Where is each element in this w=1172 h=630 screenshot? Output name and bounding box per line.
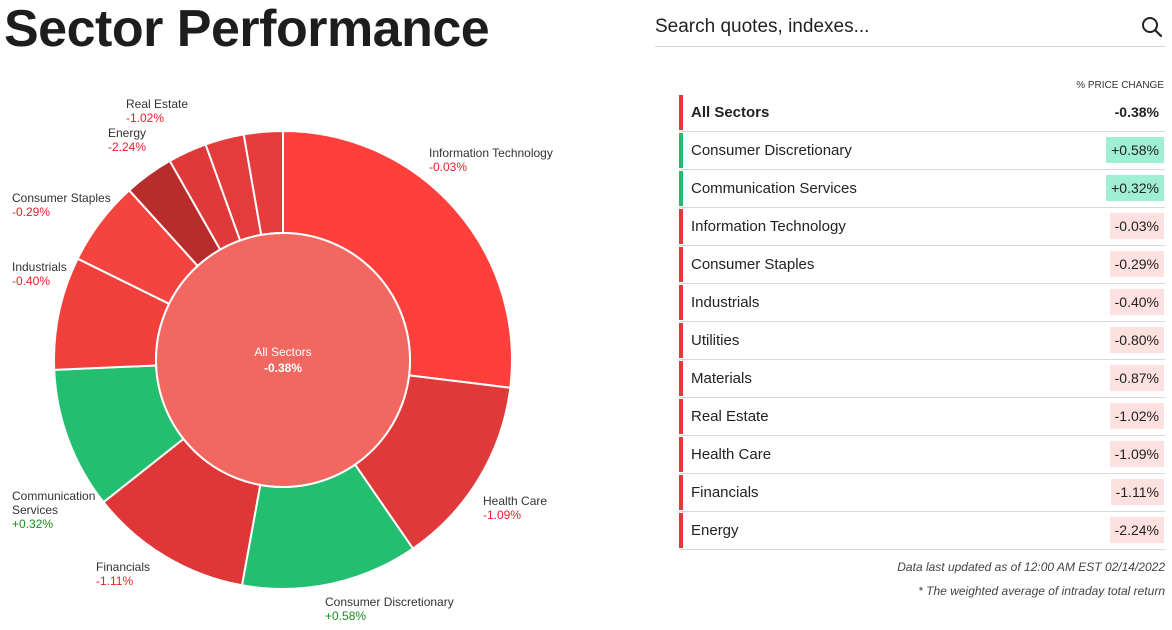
slice-label: Information Technology -0.03% (429, 146, 553, 174)
row-color-bar (679, 133, 683, 168)
sector-change: -0.87% (1109, 365, 1164, 391)
sector-name: Consumer Discretionary (691, 142, 852, 159)
table-row[interactable]: Financials -1.11% (679, 474, 1165, 512)
sector-change: -1.09% (1109, 441, 1164, 467)
table-row[interactable]: Health Care -1.09% (679, 436, 1165, 474)
row-color-bar (679, 171, 683, 206)
table-row[interactable]: Consumer Staples -0.29% (679, 246, 1165, 284)
search-bar (655, 8, 1165, 47)
table-row[interactable]: Consumer Discretionary +0.58% (679, 132, 1165, 170)
sector-change: -0.80% (1109, 327, 1164, 353)
table-row[interactable]: Energy -2.24% (679, 512, 1165, 550)
slice-value-label: -2.24% (108, 140, 146, 154)
sector-name: Financials (691, 484, 759, 501)
footnote-text: * The weighted average of intraday total… (918, 584, 1165, 598)
sector-name: Energy (691, 522, 739, 539)
sector-change: -0.03% (1109, 213, 1164, 239)
center-all-sectors[interactable] (155, 232, 411, 488)
row-color-bar (679, 285, 683, 320)
sector-rows: All Sectors -0.38% Consumer Discretionary +… (679, 94, 1165, 550)
sector-change: +0.32% (1106, 175, 1164, 201)
sector-name: Materials (691, 370, 752, 387)
table-row[interactable]: Information Technology -0.03% (679, 208, 1165, 246)
row-color-bar (679, 247, 683, 282)
slice-label: Health Care -1.09% (483, 494, 547, 522)
sector-name: Communication Services (691, 180, 857, 197)
sector-table: % PRICE CHANGE All Sectors -0.38% Consumer… (679, 78, 1165, 550)
slice-label: Industrials -0.40% (12, 260, 67, 288)
slice-value-label: -1.02% (126, 111, 164, 125)
table-row[interactable]: All Sectors -0.38% (679, 94, 1165, 132)
row-color-bar (679, 399, 683, 434)
sector-change: +0.58% (1106, 137, 1164, 163)
sector-change: -0.38% (1114, 104, 1159, 120)
slice-label: Energy -2.24% (108, 126, 146, 154)
table-row[interactable]: Communication Services +0.32% (679, 170, 1165, 208)
sector-name: Information Technology (691, 218, 846, 235)
slice-value-label: -0.03% (429, 160, 467, 174)
sector-name: Real Estate (691, 408, 769, 425)
search-icon[interactable] (1141, 16, 1163, 38)
sector-change: -2.24% (1109, 517, 1164, 543)
sector-name: Consumer Staples (691, 256, 815, 273)
page-title: Sector Performance (4, 0, 490, 58)
sector-name: Utilities (691, 332, 740, 349)
sector-change: -1.11% (1110, 479, 1164, 505)
last-updated-text: Data last updated as of 12:00 AM EST 02/… (897, 560, 1165, 574)
price-change-header: % PRICE CHANGE (1076, 80, 1164, 91)
center-value: -0.38% (264, 361, 302, 375)
slice-label: Financials -1.11% (96, 560, 150, 588)
search-input[interactable] (655, 12, 1125, 42)
table-row[interactable]: Materials -0.87% (679, 360, 1165, 398)
row-color-bar (679, 475, 683, 510)
sector-change: -0.40% (1109, 289, 1164, 315)
sector-name: Industrials (691, 294, 760, 311)
slice-label: Real Estate -1.02% (126, 97, 188, 125)
slice-value-label: -1.11% (96, 574, 133, 588)
row-color-bar (679, 437, 683, 472)
slice-label: Consumer Discretionary +0.58% (325, 595, 454, 623)
sector-name: Health Care (691, 446, 772, 463)
row-color-bar (679, 323, 683, 358)
slice-label: Consumer Staples -0.29% (12, 191, 111, 219)
slice-value-label: +0.32% (12, 517, 53, 531)
sector-donut-chart: Information Technology -0.03% Health Care -… (12, 97, 553, 623)
slice-value-label: +0.58% (325, 609, 366, 623)
row-color-bar (679, 361, 683, 396)
sector-change: -1.02% (1109, 403, 1164, 429)
slice-value-label: -1.09% (483, 508, 521, 522)
row-color-bar (679, 95, 683, 130)
table-row[interactable]: Industrials -0.40% (679, 284, 1165, 322)
table-row[interactable]: Real Estate -1.02% (679, 398, 1165, 436)
row-color-bar (679, 513, 683, 548)
row-color-bar (679, 209, 683, 244)
slice-value-label: -0.29% (12, 205, 50, 219)
sector-name: All Sectors (691, 104, 770, 121)
center-label: All Sectors (254, 345, 311, 359)
slice-value-label: -0.40% (12, 274, 50, 288)
table-row[interactable]: Utilities -0.80% (679, 322, 1165, 360)
slice-label: Communication Services +0.32% (12, 489, 95, 531)
sector-change: -0.29% (1109, 251, 1164, 277)
